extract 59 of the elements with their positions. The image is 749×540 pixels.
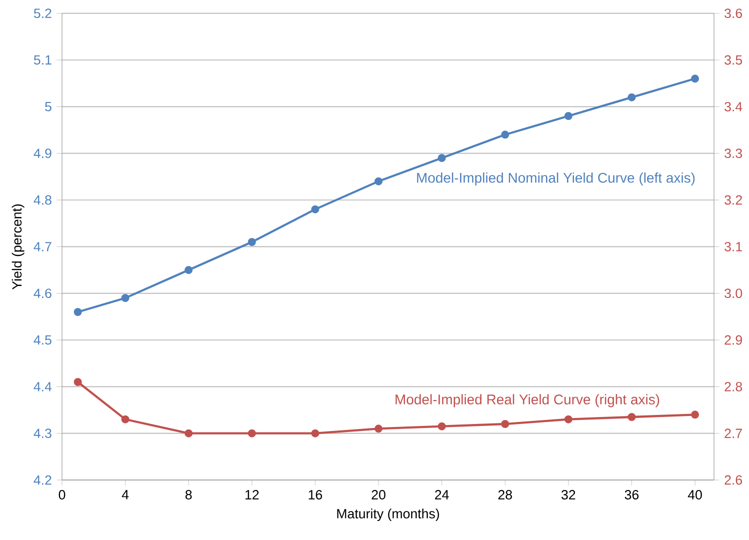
y2-tick-label: 2.7 (724, 428, 742, 438)
y2-tick-label: 3.3 (724, 148, 742, 158)
y-tick-label: 4.9 (34, 148, 52, 158)
point (121, 415, 130, 424)
x-tick-label: 16 (308, 490, 322, 500)
y2-tick-label: 2.6 (724, 475, 742, 485)
y2-tick-label: 3.1 (724, 242, 742, 252)
y-tick-label: 5.1 (34, 55, 52, 65)
point (248, 238, 256, 246)
y-tick-label: 4.8 (34, 195, 52, 205)
point (184, 266, 193, 274)
point (501, 130, 510, 139)
y2-tick-label: 3.5 (724, 55, 742, 65)
point (628, 93, 636, 102)
y2-tick-label: 3.6 (724, 8, 742, 18)
x-tick-label: 40 (688, 490, 702, 500)
point (438, 154, 446, 162)
point (184, 429, 193, 438)
y-tick-label: 4.4 (34, 382, 52, 392)
point (628, 412, 636, 422)
point (564, 112, 572, 120)
y2-tick-label: 2.9 (724, 335, 742, 345)
x-tick-label: 8 (185, 490, 192, 500)
y-tick-label: 5 (45, 102, 52, 112)
series-label: Model-Implied Nominal Yield Curve (left axis) (417, 172, 695, 186)
point (74, 378, 82, 386)
series-label: Model-Implied Real Yield Curve (right axis) (396, 394, 660, 408)
y-tick-label: 4.2 (34, 475, 52, 485)
x-tick-label: 4 (122, 490, 129, 500)
x-tick-label: 24 (435, 490, 449, 500)
point (74, 308, 82, 316)
point (311, 205, 320, 214)
point (248, 429, 256, 438)
y2-tick-label: 2.8 (724, 382, 742, 392)
point (501, 420, 510, 428)
x-tick-label: 28 (498, 490, 512, 500)
y2-tick-label: 3.4 (724, 102, 742, 112)
point (691, 74, 700, 83)
point (438, 422, 446, 430)
point (374, 177, 383, 186)
x-axis-title: Maturity (months) (337, 508, 440, 522)
y2-tick-label: 3.0 (724, 288, 742, 298)
y-tick-label: 4.6 (34, 288, 52, 298)
point (121, 294, 130, 302)
x-tick-label: 36 (624, 490, 639, 500)
x-tick-label: 0 (58, 490, 66, 500)
x-tick-label: 32 (562, 490, 576, 500)
y-tick-label: 4.5 (34, 335, 52, 345)
y-axis-title: Yield (percent) (12, 204, 24, 290)
y-tick-label: 4.7 (34, 242, 52, 252)
point (311, 429, 320, 438)
point (691, 410, 700, 419)
y-tick-label: 5.2 (34, 8, 52, 18)
x-tick-label: 12 (246, 490, 259, 500)
y2-tick-label: 3.2 (724, 195, 742, 205)
point (564, 415, 572, 424)
y-tick-label: 4.3 (34, 428, 52, 438)
point (374, 424, 383, 433)
x-tick-label: 20 (372, 490, 386, 500)
